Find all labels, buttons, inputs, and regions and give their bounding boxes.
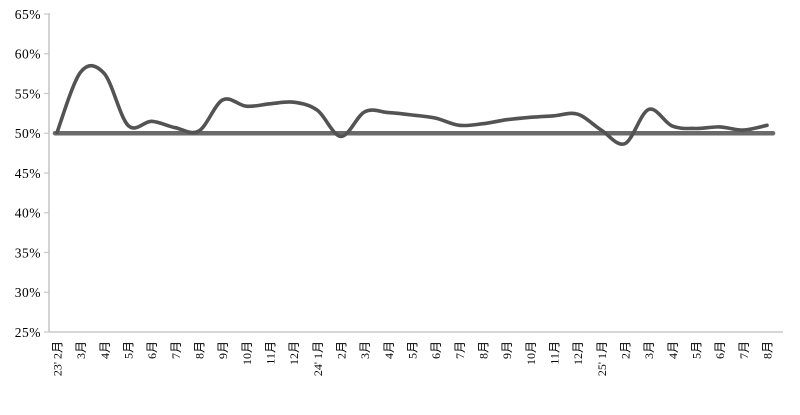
x-axis-label: 4月 — [98, 341, 112, 359]
x-axis-label: 2月 — [335, 341, 349, 359]
x-axis-label: 7月 — [737, 341, 751, 359]
x-axis-label: 12月 — [571, 341, 585, 365]
x-axis-label: 6月 — [713, 341, 727, 359]
y-axis-label: 65% — [15, 7, 41, 22]
x-axis-label: 5月 — [122, 341, 136, 359]
x-axis-label: 23' 2月 — [51, 341, 65, 376]
data-line — [55, 63, 769, 146]
x-axis-label: 8月 — [761, 341, 775, 359]
x-axis-label: 5月 — [690, 341, 704, 359]
y-axis-label: 40% — [15, 206, 41, 221]
x-axis-label: 10月 — [240, 341, 254, 365]
x-axis-label: 11月 — [264, 341, 278, 365]
x-axis-label: 6月 — [145, 341, 159, 359]
x-axis-label: 8月 — [477, 341, 491, 359]
x-axis-label: 3月 — [358, 341, 372, 359]
x-axis-label: 12月 — [287, 341, 301, 365]
x-axis-label: 8月 — [193, 341, 207, 359]
x-axis-label: 10月 — [524, 341, 538, 365]
y-axis-label: 50% — [15, 126, 41, 141]
x-axis-label: 2月 — [619, 341, 633, 359]
y-axis-label: 35% — [15, 245, 41, 260]
x-axis-label: 3月 — [74, 341, 88, 359]
x-axis-label: 25' 1月 — [595, 341, 609, 376]
x-axis-label: 9月 — [500, 341, 514, 359]
x-axis-label: 9月 — [216, 341, 230, 359]
x-axis-label: 11月 — [548, 341, 562, 365]
x-axis-label: 4月 — [666, 341, 680, 359]
x-axis-label: 5月 — [406, 341, 420, 359]
y-axis-label: 30% — [15, 285, 41, 300]
x-axis-label: 7月 — [453, 341, 467, 359]
y-axis-label: 60% — [15, 47, 41, 62]
x-axis-label: 7月 — [169, 341, 183, 359]
y-axis-label: 25% — [15, 325, 41, 340]
x-axis-label: 4月 — [382, 341, 396, 359]
y-axis-label: 55% — [15, 86, 41, 101]
x-axis-label: 6月 — [429, 341, 443, 359]
x-axis-label: 24' 1月 — [311, 341, 325, 376]
x-axis-label: 3月 — [642, 341, 656, 359]
y-axis-label: 45% — [15, 166, 41, 181]
